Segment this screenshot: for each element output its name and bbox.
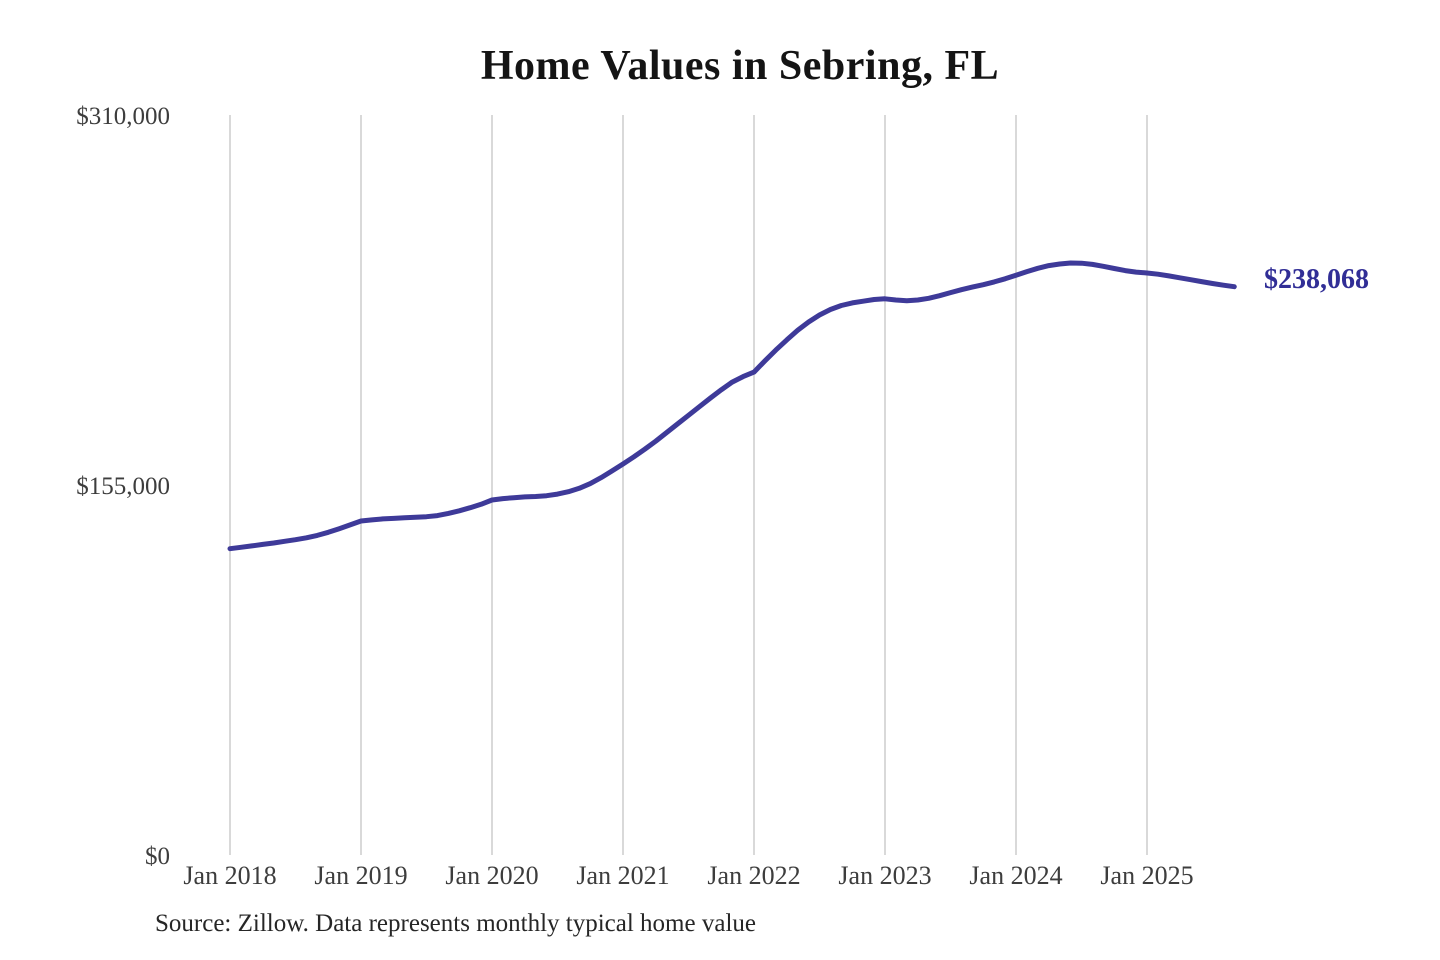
x-axis-tick-label: Jan 2021 <box>576 861 669 890</box>
home-value-line <box>227 260 1237 552</box>
y-axis-tick-label: $0 <box>145 843 170 870</box>
latest-value-label: $238,068 <box>1264 264 1369 295</box>
x-axis-tick-label: Jan 2024 <box>969 861 1062 890</box>
x-axis-tick-label: Jan 2022 <box>707 861 800 890</box>
x-axis-tick-label: Jan 2018 <box>183 861 276 890</box>
y-axis-tick-label: $310,000 <box>76 103 170 130</box>
x-axis-tick-label: Jan 2025 <box>1100 861 1193 890</box>
x-axis-tick-label: Jan 2020 <box>445 861 538 890</box>
chart-title: Home Values in Sebring, FL <box>480 43 1000 89</box>
x-axis-tick-label: Jan 2023 <box>838 861 931 890</box>
x-axis-tick-label: Jan 2019 <box>314 861 407 890</box>
source-note: Source: Zillow. Data represents monthly … <box>155 910 756 937</box>
y-axis-tick-label: $155,000 <box>76 473 170 500</box>
